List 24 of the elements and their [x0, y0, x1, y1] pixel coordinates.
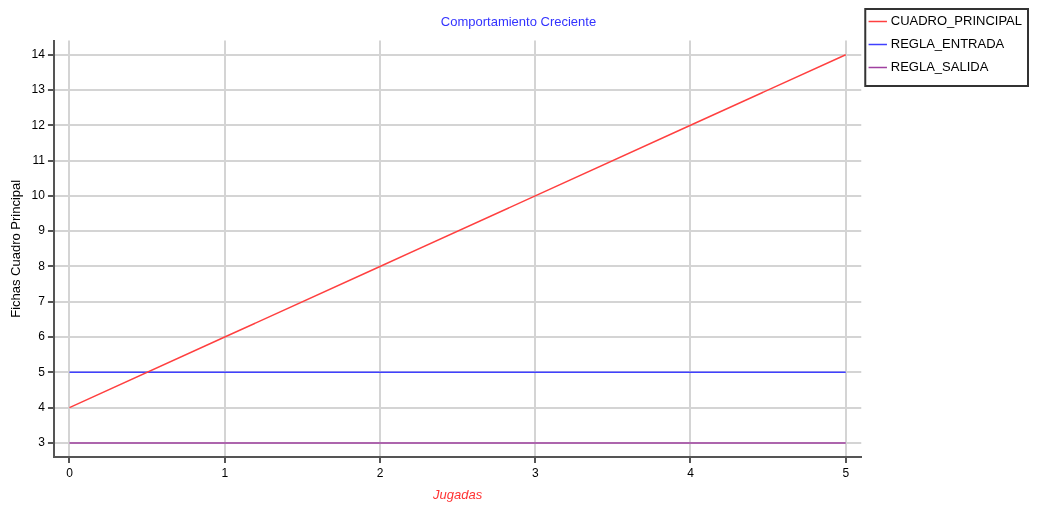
x-tick-label: 3	[531, 465, 539, 480]
legend-label: REGLA_SALIDA	[890, 59, 989, 75]
y-tick-label: 5	[38, 364, 46, 379]
x-tick-label: 0	[66, 465, 74, 480]
y-axis-title: Fichas Cuadro Principal	[8, 179, 24, 318]
x-tick-label: 4	[687, 465, 695, 480]
x-tick-label: 2	[376, 465, 384, 480]
chart-title: Comportamiento Creciente	[440, 14, 597, 30]
y-tick-label: 13	[31, 82, 46, 97]
legend-label: CUADRO_PRINCIPAL	[890, 13, 1022, 29]
x-tick-label: 1	[221, 465, 229, 480]
y-tick-label: 6	[38, 329, 46, 344]
x-tick-label: 5	[842, 465, 850, 480]
y-tick-label: 8	[38, 258, 46, 273]
y-tick-label: 9	[38, 223, 46, 238]
y-tick-label: 11	[32, 152, 46, 167]
y-tick-label: 3	[38, 435, 46, 450]
y-tick-label: 10	[31, 188, 46, 203]
y-tick-label: 4	[38, 399, 46, 414]
y-tick-label: 14	[31, 47, 46, 62]
y-tick-label: 7	[38, 294, 46, 309]
x-axis-title: Jugadas	[432, 486, 483, 502]
y-tick-label: 12	[31, 117, 46, 132]
legend-label: REGLA_ENTRADA	[890, 36, 1005, 52]
